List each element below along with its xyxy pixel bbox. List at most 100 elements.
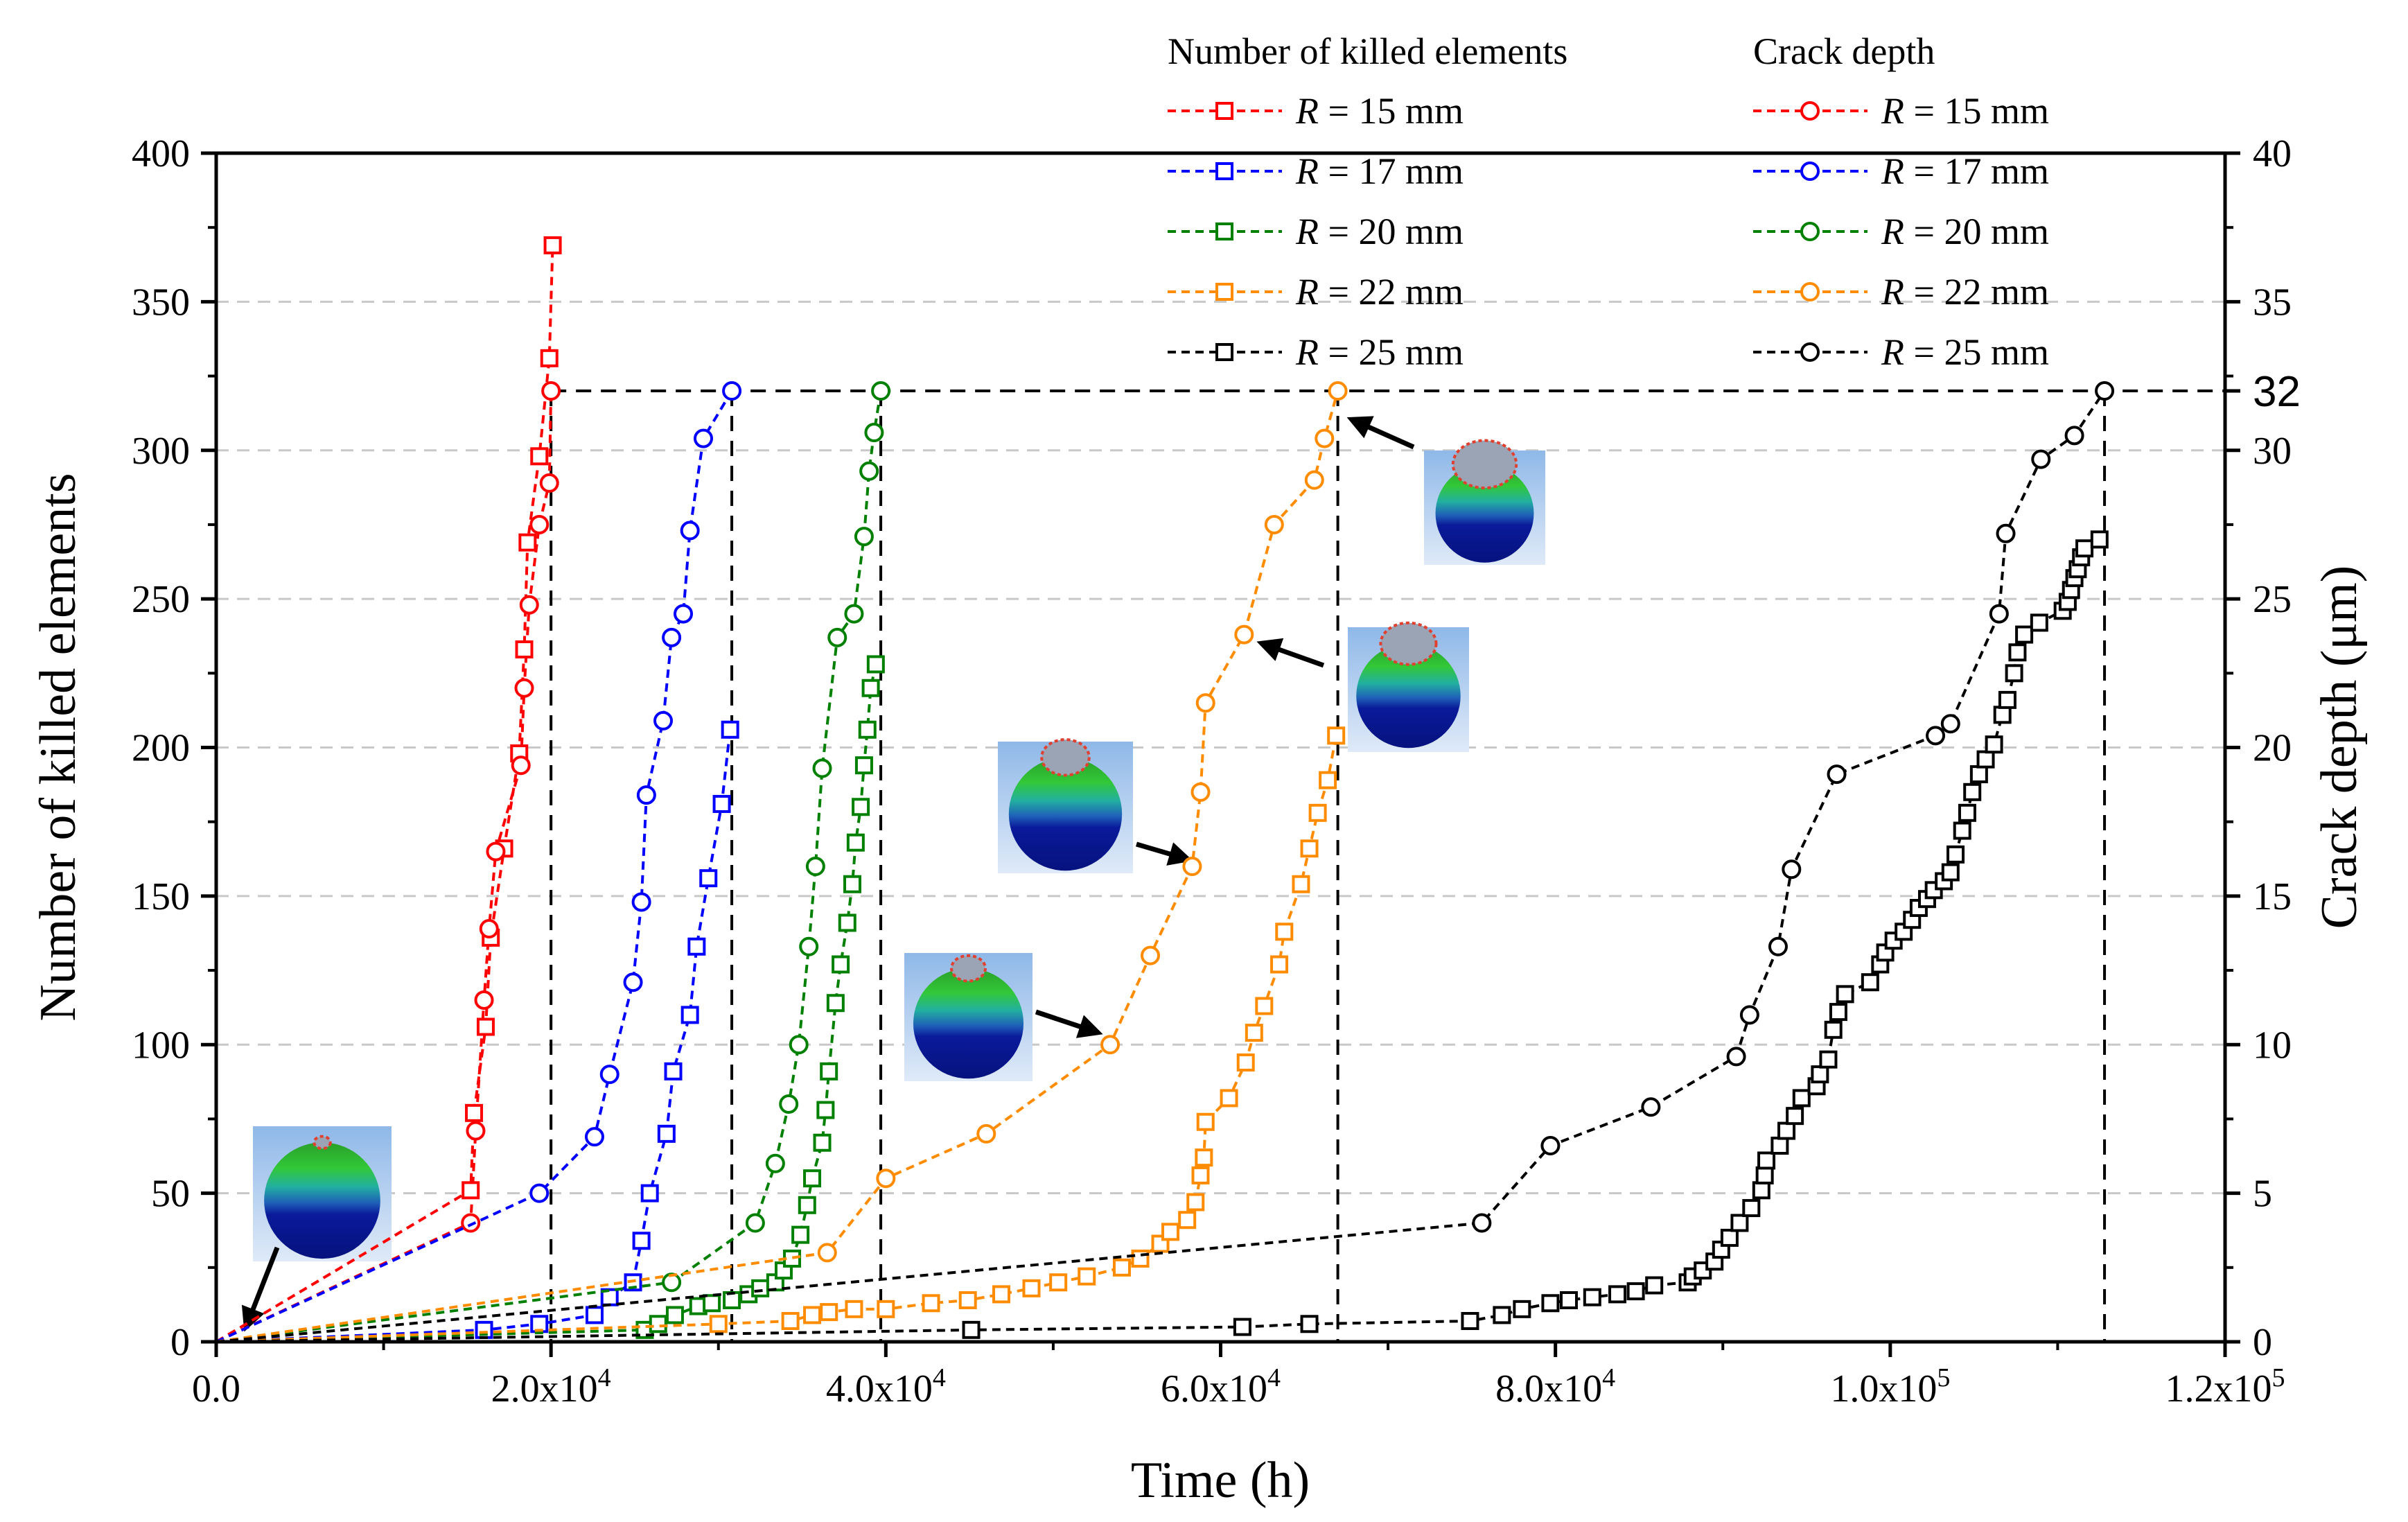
- killed-point: [1645, 1276, 1664, 1295]
- depth-point: [1182, 857, 1202, 876]
- cross-section-insets: [241, 416, 1545, 1332]
- y-left-tick-label: 400: [132, 132, 190, 175]
- depth-point: [466, 1121, 486, 1141]
- depth-point: [1195, 693, 1215, 713]
- depth-point: [799, 936, 819, 956]
- killed-point: [657, 1124, 676, 1143]
- depth-point: [854, 527, 874, 547]
- y-axis-left-title: Number of killed elements: [30, 473, 87, 1021]
- depth-point: [461, 1213, 481, 1233]
- depth-point: [1234, 624, 1254, 645]
- depth-series-line: [216, 390, 1339, 1343]
- crack-region: [313, 1135, 332, 1151]
- killed-point: [687, 937, 706, 956]
- killed-point: [838, 913, 856, 932]
- killed-point: [1275, 922, 1294, 941]
- legend-label: R = 25 mm: [1881, 331, 2049, 373]
- depth-point: [2064, 426, 2084, 446]
- killed-point: [858, 720, 877, 739]
- killed-series-line: [216, 729, 732, 1343]
- y-right-tick-label: 30: [2253, 430, 2292, 473]
- inset-arrow: [1136, 841, 1193, 866]
- depth-point: [812, 758, 832, 778]
- killed-point: [798, 1196, 816, 1214]
- killed-point: [992, 1285, 1011, 1304]
- killed-point: [1559, 1291, 1578, 1309]
- killed-point: [1976, 750, 1995, 769]
- killed-point: [832, 955, 850, 974]
- disc-cross-section: [1356, 643, 1461, 749]
- killed-point: [813, 1133, 832, 1152]
- killed-point: [1824, 1020, 1843, 1039]
- inset-arrow: [241, 1246, 280, 1332]
- depth-point: [511, 755, 531, 776]
- depth-point: [745, 1213, 765, 1233]
- killed-point: [1270, 955, 1289, 974]
- depth-point: [584, 1127, 604, 1147]
- depth-point: [1996, 523, 2016, 543]
- x-tick-label: 1.2x105: [2165, 1363, 2285, 1410]
- killed-point: [2090, 530, 2109, 549]
- killed-point: [1186, 1193, 1205, 1212]
- legend-label: R = 22 mm: [1881, 271, 2049, 313]
- depth-point: [859, 461, 879, 481]
- killed-point: [826, 994, 845, 1013]
- depth-point: [529, 514, 550, 534]
- depth-point: [1540, 1136, 1561, 1156]
- legend-circle-marker: [1800, 282, 1820, 301]
- killed-point: [1300, 839, 1319, 858]
- crack-region: [1379, 621, 1438, 666]
- killed-point: [1191, 1166, 1210, 1184]
- depth-point: [1926, 726, 1946, 746]
- killed-point: [1178, 1211, 1197, 1230]
- legend-heading-depth: Crack depth: [1753, 30, 1935, 72]
- disc-cross-section: [264, 1142, 380, 1259]
- killed-point: [1220, 1089, 1238, 1108]
- depth-point: [1641, 1097, 1661, 1117]
- killed-point: [1953, 821, 1971, 840]
- killed-point: [1022, 1279, 1041, 1297]
- cross-section-inset: [998, 738, 1193, 873]
- killed-point: [816, 1101, 835, 1119]
- killed-point: [2008, 643, 2027, 662]
- y-right-tick-label: 5: [2253, 1173, 2272, 1216]
- killed-point: [2005, 664, 2023, 683]
- depth-point: [653, 710, 674, 731]
- killed-point: [803, 1169, 822, 1188]
- killed-point: [1829, 1003, 1847, 1022]
- y-right-tick-label: 25: [2253, 578, 2292, 621]
- depth-point: [539, 473, 559, 493]
- cross-section-inset: [241, 1126, 392, 1332]
- killed-point: [922, 1294, 940, 1313]
- y-right-tick-label: 0: [2253, 1321, 2272, 1364]
- killed-point: [640, 1184, 659, 1202]
- killed-point: [877, 1300, 895, 1318]
- killed-point: [1946, 845, 1965, 864]
- depth-point: [827, 627, 847, 647]
- y-left-tick-label: 300: [132, 430, 190, 473]
- killed-point: [723, 1291, 741, 1309]
- y-left-tick-label: 150: [132, 875, 190, 918]
- depth-point: [636, 785, 656, 805]
- killed-point: [1993, 706, 2012, 724]
- y-left-tick-label: 50: [151, 1173, 190, 1216]
- depth-point: [1304, 470, 1324, 490]
- depth-point: [662, 627, 682, 647]
- killed-point: [843, 875, 862, 893]
- legend-square-marker: [1215, 162, 1233, 180]
- y-right-tick-label: 15: [2253, 875, 2292, 918]
- crack-region: [949, 954, 987, 983]
- killed-point: [1233, 1318, 1251, 1336]
- disc-cross-section: [1008, 757, 1123, 871]
- killed-point: [866, 655, 885, 674]
- killed-point: [803, 1306, 822, 1324]
- depth-point: [599, 1065, 619, 1085]
- legend-circle-marker: [1800, 101, 1820, 121]
- depth-point: [805, 857, 825, 876]
- depth-point: [1739, 1005, 1759, 1025]
- legend-square-marker: [1215, 102, 1233, 120]
- threshold-label: 32: [2253, 368, 2301, 416]
- killed-point: [854, 756, 873, 775]
- legend-square-marker: [1215, 343, 1233, 361]
- inset-arrow: [1346, 416, 1415, 450]
